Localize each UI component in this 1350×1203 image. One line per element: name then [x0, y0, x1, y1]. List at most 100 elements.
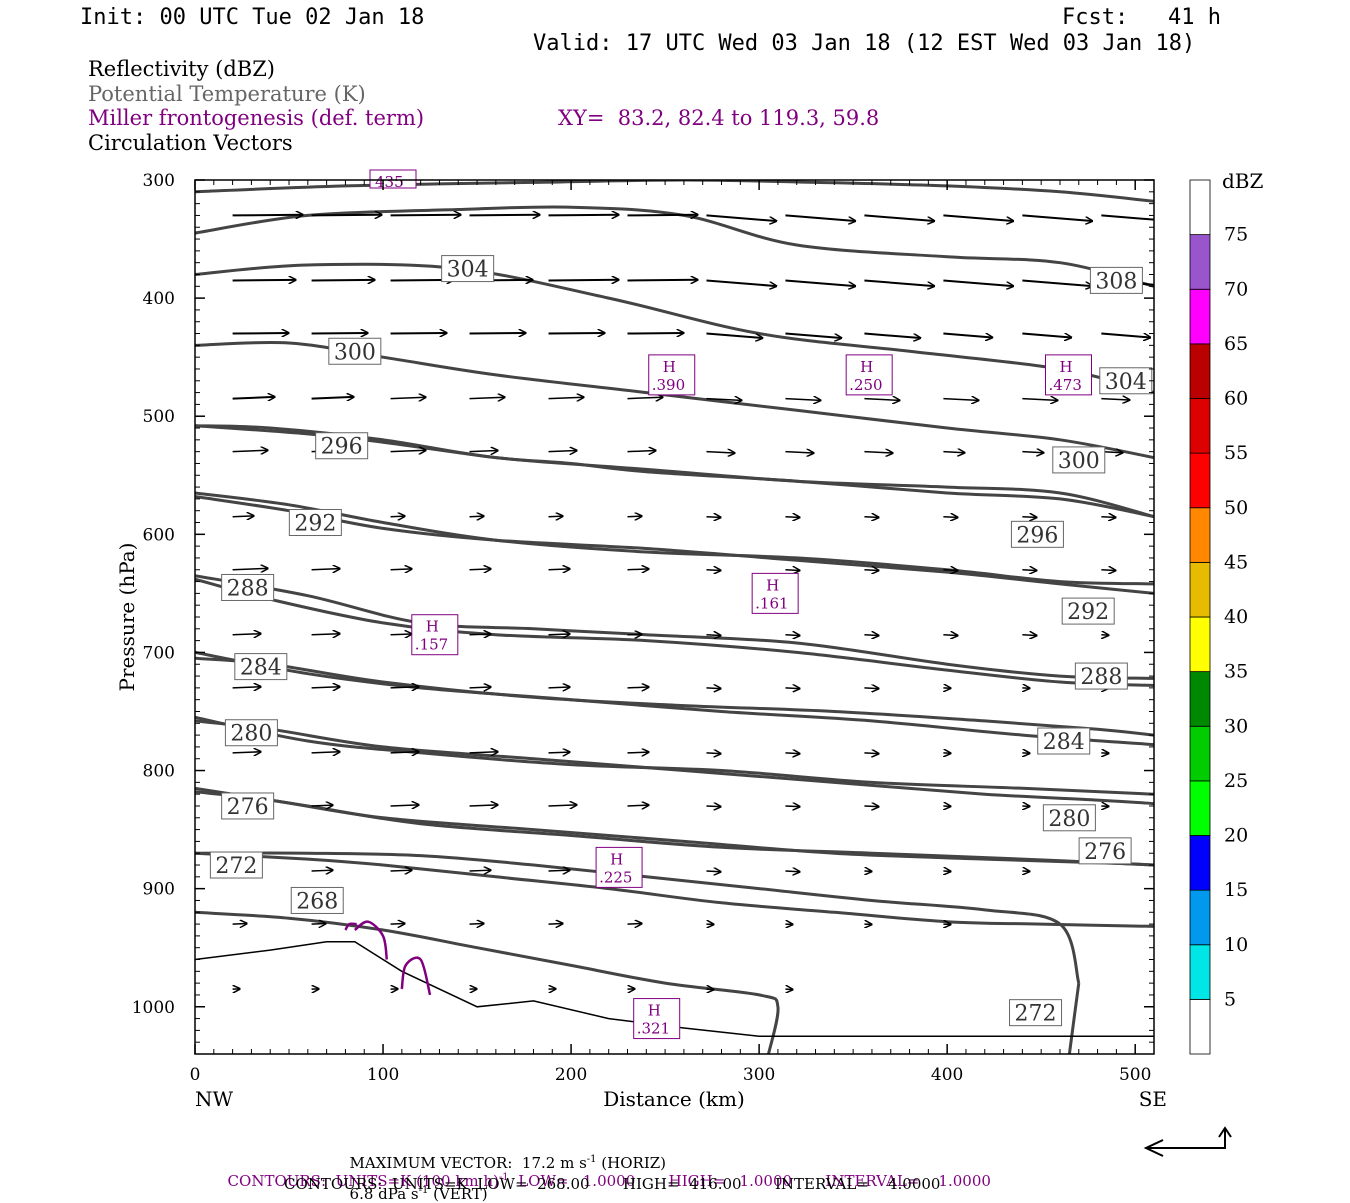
- frontogenesis-max-label: H: [648, 1002, 661, 1020]
- circulation-vector: [627, 805, 648, 806]
- circulation-vector: [549, 870, 570, 871]
- circulation-vector: [864, 570, 878, 571]
- circulation-vector: [706, 871, 720, 872]
- colorbar-segment: [1190, 399, 1210, 454]
- theta-label: 296: [1016, 523, 1058, 548]
- circulation-vector: [706, 753, 720, 754]
- y-tick-label: 800: [143, 762, 175, 782]
- theta-label: 276: [227, 795, 269, 820]
- theta-label: 308: [1095, 269, 1137, 294]
- frontogenesis-max-value: .225: [599, 868, 632, 886]
- colorbar-level-label: 10: [1224, 934, 1248, 956]
- circulation-vector: [391, 215, 461, 216]
- circulation-vector: [549, 687, 570, 688]
- colorbar-segment: [1190, 453, 1210, 508]
- frontogenesis-cut-label: 435: [375, 173, 404, 191]
- x-tick-label: 100: [367, 1065, 399, 1085]
- circulation-vector: [864, 280, 934, 286]
- circulation-vector: [1101, 334, 1150, 338]
- frontogenesis-max-value: .390: [652, 376, 685, 394]
- circulation-vector: [706, 280, 776, 286]
- circulation-vector: [312, 805, 333, 806]
- theta-label: 300: [334, 340, 376, 365]
- circulation-vector: [627, 215, 697, 216]
- circulation-vector: [627, 333, 683, 334]
- theta-label: 272: [215, 854, 257, 879]
- colorbar-segment: [1190, 836, 1210, 891]
- circulation-vector: [549, 634, 570, 635]
- circulation-vector: [470, 870, 491, 871]
- circulation-vector: [864, 452, 892, 453]
- theta-label: 272: [1015, 1002, 1057, 1027]
- circulation-vector: [312, 634, 340, 635]
- frontogenesis-max-label: H: [1060, 358, 1073, 376]
- frontogenesis-max-label: H: [610, 850, 623, 868]
- circulation-vector: [864, 334, 920, 338]
- theta-contour: [195, 912, 778, 1054]
- circulation-vector: [1022, 280, 1092, 286]
- circulation-vector: [785, 215, 855, 221]
- colorbar-level-label: 15: [1224, 879, 1248, 901]
- circulation-vector: [391, 634, 412, 635]
- y-tick-label: 500: [143, 407, 175, 427]
- colorbar-level-label: 40: [1224, 606, 1248, 628]
- colorbar-segment: [1190, 289, 1210, 344]
- circulation-vector: [1101, 399, 1129, 400]
- circulation-vector: [549, 752, 570, 753]
- circulation-vector: [864, 517, 878, 518]
- colorbar-segment: [1190, 945, 1210, 1000]
- colorbar-level-label: 20: [1224, 825, 1248, 847]
- circulation-vector: [549, 215, 619, 216]
- theta-contour: [195, 180, 1154, 201]
- circulation-vector: [233, 333, 289, 334]
- frontogenesis-max-value: .161: [755, 594, 788, 612]
- colorbar-level-label: 50: [1224, 497, 1248, 519]
- theta-contour: [195, 576, 1154, 679]
- colorbar-title: dBZ: [1222, 169, 1264, 193]
- circulation-vector: [233, 397, 275, 399]
- circulation-vector: [391, 870, 412, 871]
- circulation-vector: [785, 399, 820, 401]
- circulation-vector: [312, 397, 354, 399]
- colorbar-level-label: 30: [1224, 715, 1248, 737]
- circulation-vector: [549, 569, 570, 570]
- theta-label: 304: [447, 258, 489, 283]
- circulation-vector: [470, 924, 484, 925]
- theta-label: 288: [227, 576, 269, 601]
- circulation-vector: [943, 517, 957, 518]
- circulation-vector: [312, 752, 340, 753]
- colorbar-segment: [1190, 344, 1210, 399]
- circulation-vector: [627, 569, 648, 570]
- colorbar-segment: [1190, 999, 1210, 1054]
- circulation-vector: [864, 635, 878, 636]
- circulation-vector: [706, 517, 720, 518]
- circulation-vector: [1022, 334, 1071, 338]
- colorbar-level-label: 45: [1224, 551, 1248, 573]
- circulation-vector: [943, 635, 957, 636]
- y-tick-label: 400: [143, 289, 175, 309]
- x-tick-label: 300: [743, 1065, 775, 1085]
- theta-label: 276: [1084, 840, 1126, 865]
- circulation-vector: [1022, 452, 1043, 453]
- circulation-vector: [706, 806, 720, 807]
- frontogenesis-max-value: .321: [637, 1020, 670, 1038]
- colorbar-segment: [1190, 890, 1210, 945]
- circulation-vector: [233, 215, 303, 216]
- circulation-vector: [470, 516, 484, 517]
- circulation-vector: [864, 806, 878, 807]
- circulation-vector: [627, 687, 648, 688]
- circulation-vector: [706, 215, 776, 221]
- theta-label: 292: [1067, 600, 1109, 625]
- colorbar-segment: [1190, 562, 1210, 617]
- x-end-label-left: NW: [195, 1087, 234, 1111]
- circulation-vector: [864, 688, 878, 689]
- circulation-vector: [391, 450, 426, 451]
- theta-label: 280: [1048, 807, 1090, 832]
- colorbar-segment: [1190, 672, 1210, 727]
- circulation-vector: [943, 334, 992, 338]
- circulation-vector: [391, 924, 405, 925]
- circulation-vector: [233, 634, 261, 635]
- frontogenesis-max-value: .250: [849, 376, 882, 394]
- circulation-vector: [470, 333, 526, 334]
